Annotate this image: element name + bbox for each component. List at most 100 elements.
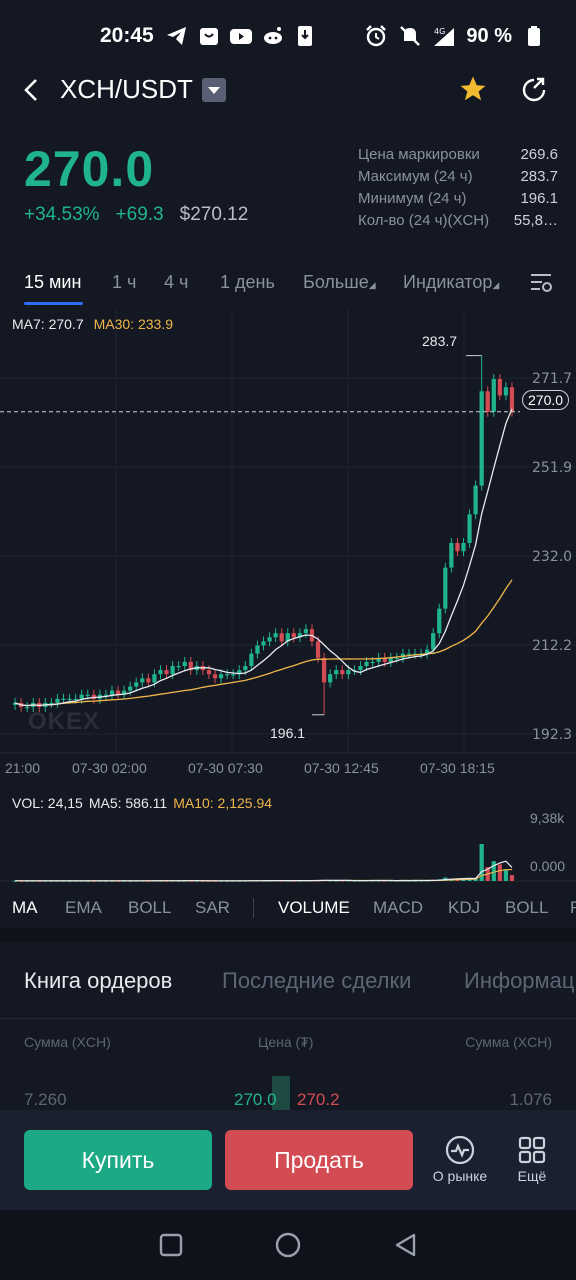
home-icon[interactable] [274, 1231, 302, 1259]
tab-more[interactable]: Больше◢ [303, 272, 376, 293]
more-button[interactable]: Ещё [505, 1130, 559, 1194]
candle-body [249, 653, 254, 666]
indicator-sar[interactable]: SAR [195, 898, 230, 917]
candlestick-chart[interactable] [0, 308, 576, 786]
grid-icon [518, 1136, 546, 1164]
candle-body [164, 670, 169, 675]
volume-bar [497, 864, 502, 881]
tab-1h[interactable]: 1 ч [112, 272, 137, 292]
candle-body [273, 633, 278, 638]
price-axis-label: 212.2 [532, 638, 573, 654]
pair-title[interactable]: XCH/USDT [60, 74, 193, 104]
candle-body [55, 698, 60, 703]
candle-body [182, 661, 187, 666]
candle-body [321, 657, 327, 683]
vol-ma5-value: MA5: 586.11 [88, 795, 168, 811]
candle-body [467, 514, 472, 543]
candle-body [85, 694, 90, 696]
back-nav-icon[interactable] [393, 1232, 419, 1258]
indicator-r[interactable]: R [570, 898, 576, 918]
low-marker-label: 196.1 [270, 725, 306, 741]
favorite-star-icon[interactable] [458, 74, 488, 104]
candle-body [128, 686, 133, 691]
candle-body [358, 666, 363, 671]
market-info-button[interactable]: О рынке [428, 1130, 492, 1194]
amount-right-header: Сумма (XCH) [465, 1034, 552, 1050]
stat-row: Максимум (24 ч) 283.7 [358, 168, 558, 190]
stat-value: 283.7 [520, 168, 558, 185]
candle-body [443, 567, 448, 609]
volume-ma5-line [14, 860, 513, 882]
stat-value: 55,8… [513, 212, 558, 229]
tab-15min[interactable]: 15 мин [24, 272, 82, 292]
volume-bar [503, 869, 509, 881]
candle-body [485, 391, 490, 412]
candle-body [328, 674, 333, 683]
tab-info[interactable]: Информац [464, 968, 575, 993]
volume-bar [291, 880, 296, 882]
recents-icon[interactable] [158, 1232, 184, 1258]
caret-down-icon [208, 87, 220, 94]
candle-body [67, 698, 72, 700]
candle-body [279, 633, 284, 642]
ask-price: 270.2 [297, 1090, 340, 1109]
candle-body [382, 657, 387, 662]
indicator-boll-sub[interactable]: BOLL [505, 898, 549, 917]
pulse-icon [445, 1135, 475, 1165]
indicator-macd[interactable]: MACD [373, 898, 424, 917]
tab-orderbook[interactable]: Книга ордеров [24, 968, 173, 993]
status-right: 4G 90 % [364, 24, 546, 48]
candle-body [376, 657, 381, 662]
vol-value: VOL: 24,15 [12, 795, 83, 811]
candle-body [406, 653, 412, 655]
candle-body [146, 678, 151, 683]
chart-settings-icon[interactable] [528, 270, 554, 296]
candle-body [297, 633, 302, 638]
tab-indicator[interactable]: Индикатор◢ [403, 272, 499, 293]
ma30-value: MA30: 233.9 [93, 316, 173, 332]
svg-text:4G: 4G [434, 27, 445, 36]
tab-4h[interactable]: 4 ч [164, 272, 189, 292]
indicator-kdj[interactable]: KDJ [448, 898, 481, 917]
candle-body [497, 379, 502, 396]
header: XCH/USDT [0, 72, 576, 112]
ma7-line [14, 408, 513, 707]
tab-recent-trades[interactable]: Последние сделки [222, 968, 412, 993]
amount-header: Сумма (XCH) [24, 1034, 111, 1050]
sell-button[interactable]: Продать [225, 1130, 413, 1190]
price-axis-label: 192.3 [532, 727, 573, 743]
status-left-icons [165, 24, 317, 48]
candle-body [225, 674, 230, 676]
indicator-ma[interactable]: MA [12, 898, 38, 917]
time-axis-label: 07-30 07:30 [188, 760, 263, 776]
indicator-ema[interactable]: EMA [65, 898, 102, 917]
candle-body [291, 633, 296, 638]
volume-bar [340, 880, 345, 882]
candle-body [491, 379, 496, 412]
candle-body [103, 694, 109, 696]
usd-price: $270.12 [179, 204, 249, 225]
candle-body [188, 661, 193, 671]
pair-dropdown-button[interactable] [202, 78, 226, 102]
tab-more-label: Больше [303, 272, 369, 292]
volume-axis-label: 0.000 [530, 858, 566, 874]
reddit-icon [264, 27, 282, 44]
candle-body [12, 702, 18, 705]
status-bar: 20:45 4G 90 % [0, 0, 576, 72]
share-icon[interactable] [518, 74, 550, 106]
orderbook-divider [0, 1018, 576, 1019]
tab-1day[interactable]: 1 день [220, 272, 275, 292]
volume-bar [382, 880, 387, 882]
volume-bar [509, 875, 515, 881]
candle-body [285, 633, 290, 642]
high-marker-label: 283.7 [422, 333, 458, 349]
back-arrow-icon[interactable] [18, 76, 46, 104]
candle-body [346, 670, 351, 675]
candle-body [431, 633, 436, 650]
candle-body [115, 690, 121, 695]
download-icon [298, 26, 312, 46]
candle-body [91, 694, 96, 699]
indicator-volume[interactable]: VOLUME [278, 898, 350, 917]
indicator-boll[interactable]: BOLL [128, 898, 172, 917]
buy-button[interactable]: Купить [24, 1130, 212, 1190]
